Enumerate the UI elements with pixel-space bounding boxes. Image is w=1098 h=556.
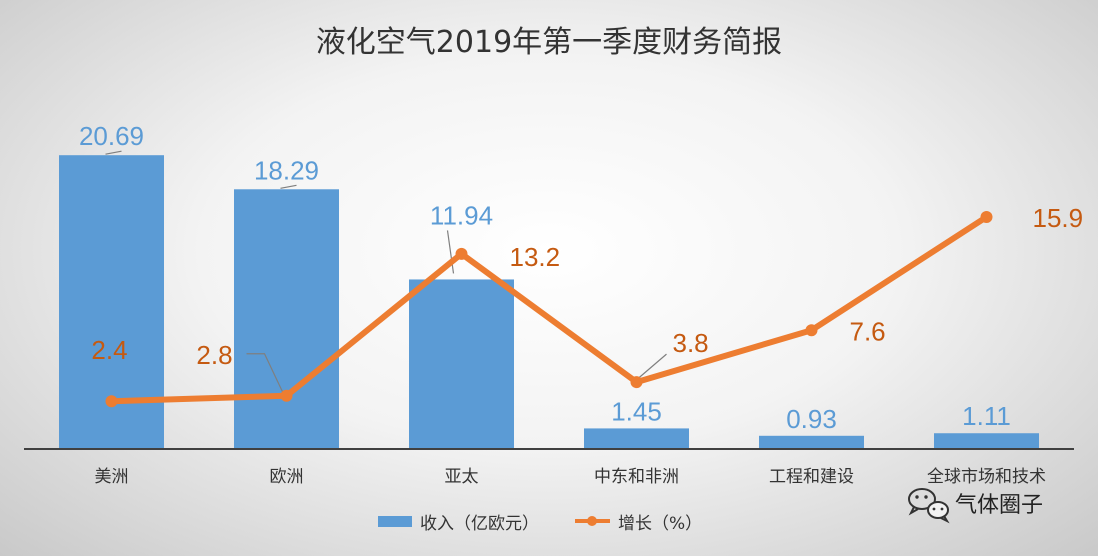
bar-leader-3 bbox=[446, 230, 455, 274]
x-tick-label-4: 中东和非洲 bbox=[594, 467, 679, 487]
bar-label-3: 11.94 bbox=[430, 200, 493, 230]
legend-swatch-bar bbox=[378, 516, 412, 527]
growth-label-3: 13.2 bbox=[510, 242, 561, 272]
growth-point-2 bbox=[280, 389, 293, 402]
growth-point-1 bbox=[105, 395, 118, 408]
legend: 收入（亿欧元） 增长（%） bbox=[378, 514, 702, 534]
growth-point-4 bbox=[630, 376, 643, 389]
x-tick-label-6: 全球市场和技术 bbox=[927, 467, 1046, 487]
line-series bbox=[105, 210, 993, 408]
bar-label-4: 1.45 bbox=[611, 396, 662, 426]
line-data-labels: 2.4 2.8 13.2 3.8 7.6 15.9 bbox=[91, 203, 1083, 370]
growth-label-6: 15.9 bbox=[1033, 203, 1084, 233]
watermark: 气体圈子 bbox=[908, 488, 1043, 524]
bar-2 bbox=[234, 189, 339, 450]
growth-label-2: 2.8 bbox=[196, 340, 232, 370]
bar-4 bbox=[584, 428, 689, 449]
bar-series bbox=[59, 155, 1039, 450]
growth-point-6 bbox=[980, 210, 993, 223]
legend-swatch-marker bbox=[587, 516, 597, 526]
wechat-icon bbox=[908, 488, 950, 524]
x-axis-tick-labels: 美洲 欧洲 亚太 中东和非洲 工程和建设 全球市场和技术 bbox=[95, 467, 1047, 487]
growth-leader-2 bbox=[246, 353, 284, 393]
bar-label-2: 18.29 bbox=[254, 155, 319, 185]
x-tick-label-5: 工程和建设 bbox=[769, 467, 854, 487]
watermark-text: 气体圈子 bbox=[955, 493, 1043, 518]
x-tick-label-3: 亚太 bbox=[445, 467, 479, 487]
bar-6 bbox=[934, 433, 1039, 449]
growth-label-4: 3.8 bbox=[673, 328, 709, 358]
growth-line bbox=[108, 213, 990, 405]
growth-label-1: 2.4 bbox=[91, 335, 127, 365]
bar-label-1: 20.69 bbox=[79, 121, 144, 151]
chart-title: 液化空气2019年第一季度财务简报 bbox=[316, 25, 782, 60]
legend-label-bar: 收入（亿欧元） bbox=[420, 514, 539, 534]
bar-3 bbox=[409, 279, 514, 449]
bar-5 bbox=[759, 435, 864, 449]
bar-label-5: 0.93 bbox=[786, 404, 837, 434]
bar-label-6: 1.11 bbox=[962, 401, 1011, 431]
growth-label-5: 7.6 bbox=[850, 316, 886, 346]
legend-label-line: 增长（%） bbox=[618, 514, 702, 534]
growth-point-5 bbox=[805, 324, 818, 337]
x-tick-label-1: 美洲 bbox=[95, 467, 129, 487]
x-tick-label-2: 欧洲 bbox=[270, 467, 304, 487]
bar-data-labels: 20.69 18.29 11.94 1.45 0.93 1.11 bbox=[79, 121, 1011, 434]
bar-leader-2 bbox=[280, 184, 297, 189]
leader-lines bbox=[105, 150, 667, 393]
growth-leader-4 bbox=[638, 353, 667, 379]
growth-point-3 bbox=[455, 247, 468, 260]
bar-leader-1 bbox=[105, 150, 122, 155]
